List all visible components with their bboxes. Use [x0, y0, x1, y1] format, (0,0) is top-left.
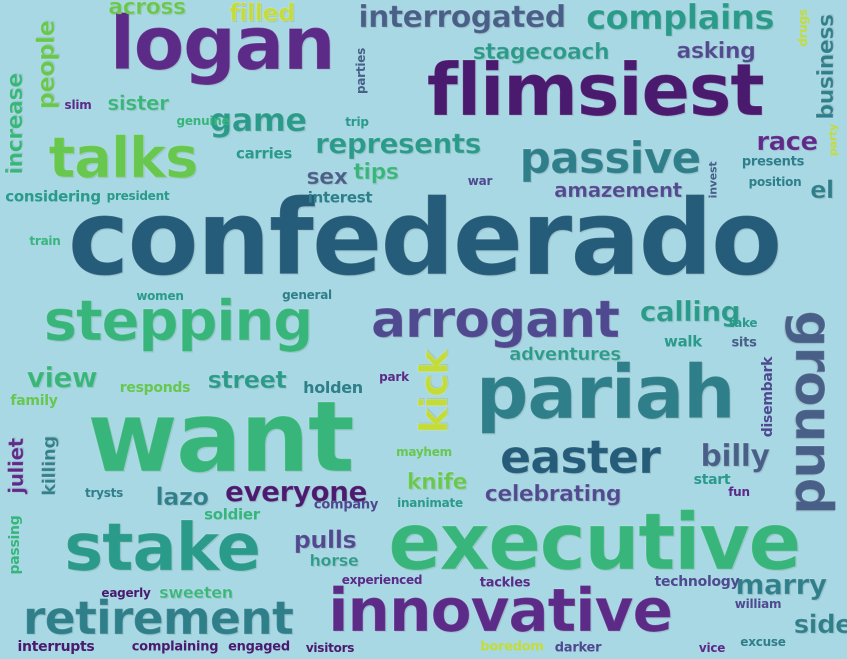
- word-knife: knife: [406, 470, 468, 495]
- word-pulls: pulls: [293, 526, 357, 554]
- word-william: william: [734, 597, 782, 611]
- word-party: party: [826, 123, 840, 157]
- word-sister: sister: [107, 91, 170, 115]
- word-position: position: [748, 175, 802, 189]
- word-tips: tips: [353, 160, 400, 185]
- word-filled: filled: [229, 0, 296, 27]
- word-war: war: [467, 174, 493, 188]
- word-business: business: [814, 14, 840, 120]
- word-flimsiest: flimsiest: [426, 48, 765, 132]
- word-visitors: visitors: [305, 641, 355, 655]
- word-park: park: [379, 370, 409, 384]
- word-mayhem: mayhem: [396, 445, 452, 459]
- word-boredom: boredom: [480, 639, 544, 655]
- word-side: side: [793, 610, 847, 640]
- word-eagerly: eagerly: [101, 586, 151, 600]
- word-increase: increase: [3, 73, 29, 175]
- word-calling: calling: [639, 295, 741, 328]
- word-view: view: [26, 361, 98, 394]
- word-asking: asking: [676, 39, 756, 64]
- word-technology: technology: [654, 574, 740, 590]
- word-genuine: genuine: [176, 114, 230, 128]
- word-everyone: everyone: [225, 475, 369, 508]
- word-soldier: soldier: [204, 505, 260, 524]
- word-complaining: complaining: [131, 639, 219, 655]
- word-women: women: [136, 289, 184, 303]
- word-retirement: retirement: [22, 591, 294, 645]
- word-across: across: [108, 0, 187, 20]
- word-president: president: [106, 189, 170, 203]
- word-holden: holden: [303, 378, 363, 397]
- word-inanimate: inanimate: [397, 496, 463, 510]
- word-slim: slim: [64, 98, 92, 112]
- word-lazo: lazo: [155, 483, 209, 511]
- word-carries: carries: [236, 144, 292, 163]
- word-interest: interest: [307, 188, 373, 207]
- word-experienced: experienced: [341, 573, 423, 587]
- word-complains: complains: [586, 0, 776, 38]
- word-passive: passive: [519, 133, 702, 184]
- word-presents: presents: [741, 154, 805, 170]
- word-family: family: [10, 393, 58, 409]
- word-take: take: [728, 316, 758, 330]
- word-general: general: [282, 288, 332, 302]
- word-stake: stake: [64, 509, 262, 586]
- word-confederado: confederado: [67, 177, 782, 299]
- word-responds: responds: [119, 380, 191, 396]
- word-ground: ground: [783, 310, 844, 515]
- word-train: train: [29, 234, 61, 248]
- word-juliet: juliet: [4, 438, 29, 495]
- word-executive: executive: [388, 498, 802, 588]
- word-kick: kick: [412, 350, 457, 434]
- word-talks: talks: [48, 126, 199, 191]
- word-logan: logan: [109, 1, 336, 87]
- word-arrogant: arrogant: [371, 290, 621, 350]
- word-trip: trip: [345, 115, 369, 129]
- word-excuse: excuse: [740, 635, 786, 649]
- word-represents: represents: [315, 127, 482, 160]
- word-sex: sex: [306, 165, 348, 190]
- word-parties: parties: [354, 47, 368, 95]
- word-fun: fun: [728, 485, 750, 499]
- word-interrogated: interrogated: [358, 0, 567, 35]
- word-walk: walk: [664, 332, 702, 351]
- word-start: start: [693, 472, 731, 488]
- word-killing: killing: [39, 436, 61, 497]
- word-celebrating: celebrating: [484, 482, 622, 507]
- word-drugs: drugs: [796, 9, 810, 47]
- word-amazement: amazement: [554, 178, 683, 202]
- word-el: el: [810, 176, 835, 204]
- word-invest: invest: [706, 161, 720, 199]
- word-game: game: [209, 101, 308, 139]
- word-race: race: [756, 127, 819, 157]
- word-disembark: disembark: [760, 356, 776, 438]
- word-passing: passing: [7, 515, 23, 575]
- word-trysts: trysts: [84, 486, 124, 500]
- word-easter: easter: [500, 430, 662, 484]
- word-sits: sits: [731, 335, 757, 351]
- word-vice: vice: [698, 641, 726, 655]
- word-tackles: tackles: [479, 575, 531, 591]
- word-adventures: adventures: [509, 344, 622, 365]
- word-darker: darker: [554, 640, 602, 656]
- word-sweeten: sweeten: [159, 583, 234, 602]
- word-pariah: pariah: [475, 350, 736, 436]
- word-people: people: [32, 20, 61, 110]
- word-want: want: [87, 381, 355, 495]
- word-marry: marry: [735, 568, 828, 601]
- word-horse: horse: [309, 551, 359, 570]
- word-considering: considering: [5, 187, 101, 206]
- word-interrupts: interrupts: [17, 639, 95, 655]
- word-stagecoach: stagecoach: [472, 40, 610, 65]
- word-innovative: innovative: [328, 576, 674, 646]
- word-stepping: stepping: [43, 289, 314, 354]
- word-billy: billy: [700, 439, 770, 474]
- word-company: company: [313, 497, 379, 513]
- word-engaged: engaged: [228, 639, 290, 655]
- word-street: street: [207, 366, 287, 394]
